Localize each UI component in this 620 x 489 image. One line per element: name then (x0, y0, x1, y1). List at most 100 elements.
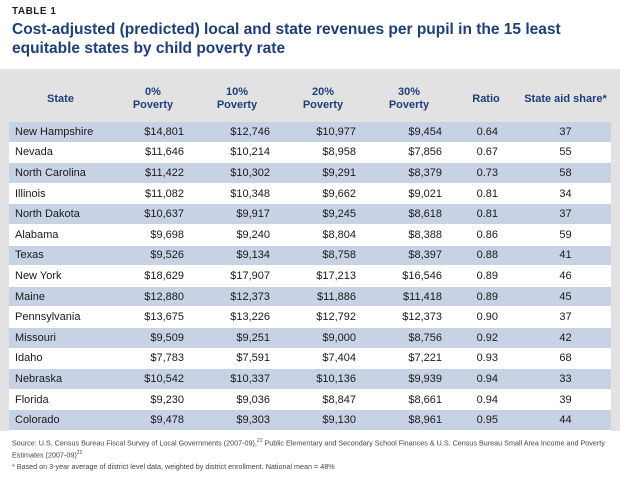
poverty-30-cell: $7,221 (366, 348, 452, 370)
state-aid-share-cell: 37 (520, 203, 611, 225)
poverty-10-cell: $9,036 (194, 389, 280, 411)
poverty-20-cell: $9,291 (280, 162, 366, 184)
table-row: Nebraska $10,542 $10,337 $10,136 $9,939 0.94 3… (9, 368, 611, 390)
poverty-20-cell: $17,213 (280, 265, 366, 287)
state-aid-share-cell: 42 (520, 327, 611, 349)
state-aid-share-cell: 39 (520, 389, 611, 411)
footnote-state-aid: * Based on 3-year average of district le… (12, 461, 335, 471)
poverty-30-cell: $8,379 (366, 162, 452, 184)
ratio-cell: 0.95 (452, 409, 520, 431)
poverty-0-cell: $11,082 (112, 183, 194, 205)
state-cell: New York (9, 265, 112, 287)
state-cell: North Carolina (9, 162, 112, 184)
source-ref-1: 21 (256, 438, 263, 444)
poverty-30-cell: $8,388 (366, 224, 452, 246)
table-title: Cost-adjusted (predicted) local and stat… (12, 21, 561, 57)
poverty-0-cell: $7,783 (112, 348, 194, 370)
table-row: Alabama $9,698 $9,240 $8,804 $8,388 0.86 59 (9, 224, 611, 246)
state-cell: Texas (9, 245, 112, 267)
poverty-30-cell: $11,418 (366, 286, 452, 308)
ratio-cell: 0.94 (452, 368, 520, 390)
table-row: Colorado $9,478 $9,303 $9,130 $8,961 0.95 44 (9, 409, 611, 431)
table-row: Pennsylvania $13,675 $13,226 $12,792 $12,373… (9, 306, 611, 328)
poverty-10-cell: $9,303 (194, 409, 280, 431)
poverty-0-cell: $9,509 (112, 327, 194, 349)
ratio-cell: 0.81 (452, 203, 520, 225)
ratio-cell: 0.89 (452, 286, 520, 308)
source-text-1: Source: U.S. Census Bureau Fiscal Survey… (12, 438, 257, 448)
source-text-2: Public Elementary and Secondary School F… (12, 438, 605, 460)
poverty-20-cell: $10,136 (280, 368, 366, 390)
header-row: State 0% Poverty 10% Poverty 20% Poverty 30… (9, 76, 611, 122)
poverty-10-cell: $9,251 (194, 327, 280, 349)
poverty-0-cell: $9,526 (112, 245, 194, 267)
poverty-30-cell: $7,856 (366, 142, 452, 164)
poverty-30-cell: $9,939 (366, 368, 452, 390)
poverty-0-cell: $13,675 (112, 306, 194, 328)
state-cell: Florida (9, 389, 112, 411)
poverty-20-cell: $8,758 (280, 245, 366, 267)
table-footnotes: Source: U.S. Census Bureau Fiscal Survey… (12, 436, 612, 472)
state-cell: Pennsylvania (9, 306, 112, 328)
source-ref-2: 22 (76, 450, 83, 457)
poverty-10-cell: $12,373 (194, 286, 280, 308)
poverty-10-cell: $13,226 (194, 306, 280, 328)
ratio-cell: 0.93 (452, 348, 520, 370)
state-aid-share-cell: 37 (520, 306, 611, 328)
state-cell: Alabama (9, 224, 112, 246)
poverty-20-cell: $10,977 (280, 122, 366, 143)
poverty-10-cell: $12,746 (194, 122, 280, 143)
state-aid-share-cell: 34 (520, 183, 611, 205)
state-cell: Nebraska (9, 368, 112, 390)
state-cell: Colorado (9, 409, 112, 431)
poverty-20-cell: $7,404 (280, 348, 366, 370)
source-note: Source: U.S. Census Bureau Fiscal Survey… (12, 436, 612, 461)
column-header-poverty-0: 0% Poverty (132, 86, 174, 111)
poverty-10-cell: $10,337 (194, 368, 280, 390)
poverty-20-cell: $8,847 (280, 389, 366, 411)
ratio-cell: 0.73 (452, 162, 520, 184)
poverty-20-cell: $11,886 (280, 286, 366, 308)
state-cell: Nevada (9, 142, 112, 164)
state-aid-share-cell: 46 (520, 265, 611, 287)
column-header-ratio: Ratio (472, 92, 500, 105)
ratio-cell: 0.64 (452, 122, 520, 143)
table-row: Florida $9,230 $9,036 $8,847 $8,661 0.94 39 (9, 389, 611, 411)
poverty-10-cell: $17,907 (194, 265, 280, 287)
poverty-10-cell: $10,302 (194, 162, 280, 184)
poverty-20-cell: $9,130 (280, 409, 366, 431)
state-aid-share-cell: 41 (520, 245, 611, 267)
state-aid-share-cell: 68 (520, 348, 611, 370)
ratio-cell: 0.94 (452, 389, 520, 411)
poverty-0-cell: $11,646 (112, 142, 194, 164)
state-aid-share-cell: 44 (520, 409, 611, 431)
state-aid-share-cell: 45 (520, 286, 611, 308)
poverty-30-cell: $8,661 (366, 389, 452, 411)
column-header-poverty-20: 20% Poverty (302, 86, 344, 111)
poverty-20-cell: $8,958 (280, 142, 366, 164)
state-cell: New Hampshire (9, 122, 112, 143)
poverty-30-cell: $8,961 (366, 409, 452, 431)
ratio-cell: 0.86 (452, 224, 520, 246)
table-row: North Dakota $10,637 $9,917 $9,245 $8,618 0.8… (9, 203, 611, 225)
poverty-0-cell: $18,629 (112, 265, 194, 287)
data-table: State 0% Poverty 10% Poverty 20% Poverty 30… (9, 76, 611, 431)
table-row: North Carolina $11,422 $10,302 $9,291 $8,379… (9, 162, 611, 184)
column-header-state: State (47, 92, 74, 105)
state-aid-share-cell: 58 (520, 162, 611, 184)
poverty-10-cell: $9,917 (194, 203, 280, 225)
poverty-30-cell: $8,756 (366, 327, 452, 349)
poverty-0-cell: $10,637 (112, 203, 194, 225)
state-cell: Illinois (9, 183, 112, 205)
poverty-30-cell: $12,373 (366, 306, 452, 328)
poverty-0-cell: $12,880 (112, 286, 194, 308)
column-header-state-aid-share: State aid share* (524, 92, 607, 105)
table-row: Idaho $7,783 $7,591 $7,404 $7,221 0.93 68 (9, 348, 611, 370)
state-aid-share-cell: 59 (520, 224, 611, 246)
state-cell: Maine (9, 286, 112, 308)
ratio-cell: 0.92 (452, 327, 520, 349)
poverty-20-cell: $9,245 (280, 203, 366, 225)
table-row: Maine $12,880 $12,373 $11,886 $11,418 0.89 45 (9, 286, 611, 308)
state-cell: Missouri (9, 327, 112, 349)
